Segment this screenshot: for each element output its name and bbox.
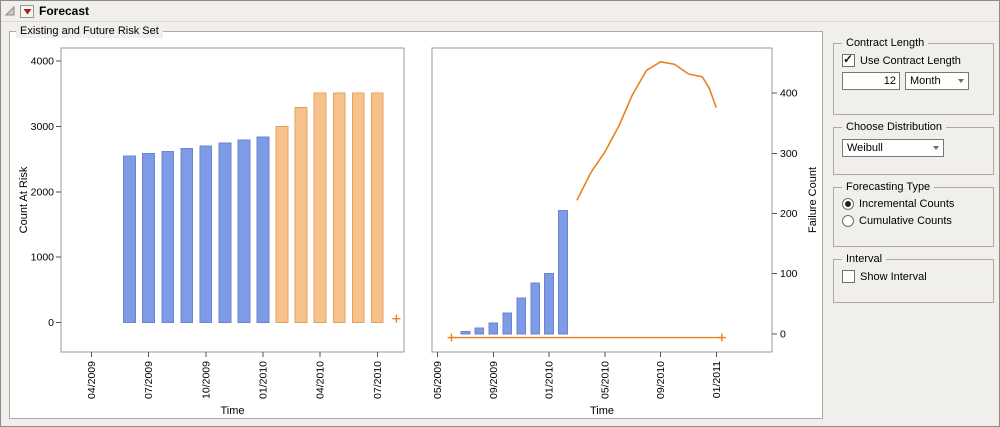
radio-cumulative-counts[interactable]: Cumulative Counts	[842, 215, 987, 227]
svg-text:3000: 3000	[31, 121, 55, 133]
red-triangle-menu-icon[interactable]	[20, 4, 34, 18]
cumulative-counts-label: Cumulative Counts	[859, 215, 952, 227]
show-interval-option[interactable]: Show Interval	[842, 270, 987, 283]
interval-group: Interval Show Interval	[833, 252, 994, 303]
svg-text:Count At Risk: Count At Risk	[18, 166, 30, 233]
use-contract-length-checkbox[interactable]	[842, 53, 855, 67]
svg-text:10/2009: 10/2009	[200, 361, 212, 399]
svg-text:4000: 4000	[31, 56, 55, 68]
contract-unit-select[interactable]: Month	[905, 72, 969, 90]
failure-count-chart[interactable]: 0 100 200 300 400 05/2009 09/2009 01/2010 05/201…	[414, 40, 822, 420]
distribution-select[interactable]: Weibull	[842, 139, 944, 157]
outline-header: Forecast	[1, 1, 999, 22]
count-at-risk-chart[interactable]: 0 1000 2000 3000 4000 04/2009 07/2009 10/2009 01…	[14, 40, 414, 420]
svg-text:09/2009: 09/2009	[488, 361, 500, 399]
distribution-value: Weibull	[847, 142, 883, 154]
svg-text:2000: 2000	[31, 186, 55, 198]
svg-text:300: 300	[780, 148, 798, 160]
contract-length-input[interactable]	[842, 72, 900, 90]
forecasting-type-group-title: Forecasting Type	[842, 180, 935, 194]
disclosure-triangle-icon[interactable]	[5, 6, 15, 16]
svg-text:05/2009: 05/2009	[432, 361, 444, 399]
svg-text:04/2010: 04/2010	[315, 361, 327, 399]
svg-text:0: 0	[780, 328, 786, 340]
svg-text:01/2010: 01/2010	[544, 361, 556, 399]
chevron-down-icon	[933, 146, 939, 150]
radio-incremental-counts[interactable]: Incremental Counts	[842, 198, 987, 210]
svg-text:01/2010: 01/2010	[257, 361, 269, 399]
contract-unit-value: Month	[910, 75, 941, 87]
svg-text:200: 200	[780, 208, 798, 220]
svg-text:07/2010: 07/2010	[372, 361, 384, 399]
contract-length-group: Contract Length Use Contract Length Mont…	[833, 36, 994, 115]
svg-text:400: 400	[780, 88, 798, 100]
chevron-down-icon	[958, 79, 964, 83]
svg-text:Time: Time	[220, 405, 244, 417]
forecasting-type-group: Forecasting Type Incremental Counts Cumu…	[833, 180, 994, 247]
show-interval-checkbox[interactable]	[842, 270, 855, 283]
svg-text:09/2010: 09/2010	[655, 361, 667, 399]
svg-text:Failure Count: Failure Count	[807, 167, 819, 233]
incremental-counts-label: Incremental Counts	[859, 198, 955, 210]
choose-distribution-group: Choose Distribution Weibull	[833, 120, 994, 175]
use-contract-length-option[interactable]: Use Contract Length	[842, 53, 987, 67]
use-contract-length-label: Use Contract Length	[860, 54, 961, 67]
svg-text:04/2009: 04/2009	[86, 361, 98, 399]
control-panel: Contract Length Use Contract Length Mont…	[833, 29, 995, 419]
svg-text:0: 0	[48, 317, 54, 329]
radio-selected-icon[interactable]	[842, 198, 854, 210]
risk-set-group-title: Existing and Future Risk Set	[16, 24, 163, 38]
page-title: Forecast	[39, 4, 90, 18]
svg-text:100: 100	[780, 268, 798, 280]
choose-distribution-group-title: Choose Distribution	[842, 120, 946, 134]
contract-length-group-title: Contract Length	[842, 36, 929, 50]
show-interval-label: Show Interval	[860, 270, 927, 283]
risk-set-group-box: Existing and Future Risk Set 0 1000 2000 30…	[9, 24, 823, 420]
svg-text:1000: 1000	[31, 252, 55, 264]
svg-text:07/2009: 07/2009	[143, 361, 155, 399]
interval-group-title: Interval	[842, 252, 887, 266]
svg-text:01/2011: 01/2011	[711, 361, 723, 398]
radio-unselected-icon[interactable]	[842, 215, 854, 227]
svg-text:05/2010: 05/2010	[599, 361, 611, 399]
svg-text:Time: Time	[590, 405, 614, 417]
